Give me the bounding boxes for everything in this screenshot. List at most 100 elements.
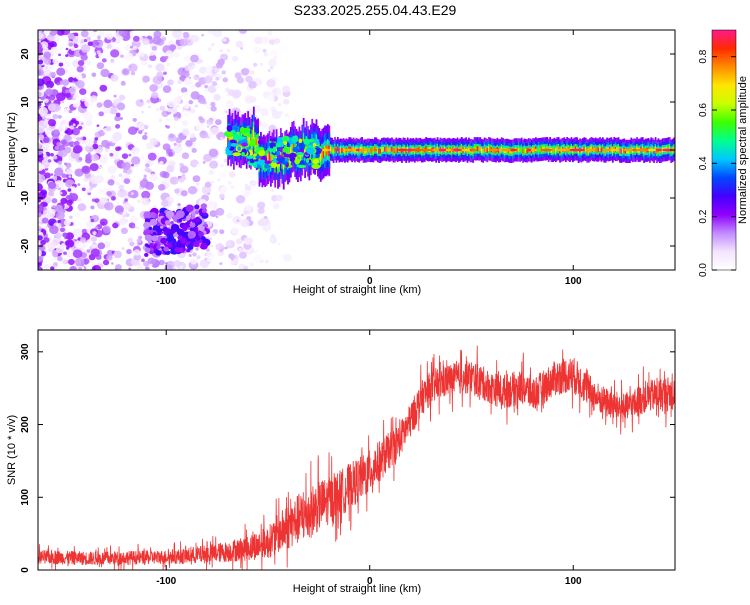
noise-blob <box>140 60 147 66</box>
cluster-blob <box>192 241 200 248</box>
noise-blob <box>75 73 83 80</box>
signal-blob <box>289 157 296 162</box>
signal-blob <box>297 164 307 169</box>
signal-blob <box>234 127 238 133</box>
noise-blob <box>158 184 166 191</box>
noise-blob <box>244 183 249 187</box>
noise-blob <box>104 201 114 211</box>
noise-blob <box>38 30 43 34</box>
signal-segment <box>660 148 663 154</box>
noise-blob <box>115 124 121 129</box>
noise-blob <box>73 140 80 147</box>
noise-blob <box>243 265 249 270</box>
noise-blob <box>84 138 94 147</box>
signal-blob <box>264 160 272 165</box>
noise-blob <box>43 98 49 103</box>
noise-blob <box>38 267 42 270</box>
noise-blob <box>116 201 120 205</box>
noise-blob <box>168 151 174 157</box>
signal-segment <box>621 148 624 154</box>
noise-blob <box>231 254 236 260</box>
noise-blob <box>198 66 207 74</box>
signal-segment <box>613 146 616 151</box>
noise-blob <box>115 181 120 186</box>
signal-segment <box>421 148 423 154</box>
signal-blob <box>276 154 282 159</box>
signal-blob <box>279 146 284 153</box>
noise-blob <box>56 142 61 147</box>
noise-blob <box>151 45 158 51</box>
cluster-blob <box>149 251 154 255</box>
noise-blob <box>68 42 74 47</box>
noise-blob <box>56 67 66 76</box>
signal-blob <box>294 158 301 165</box>
noise-blob <box>54 232 62 239</box>
noise-blob <box>62 79 70 86</box>
noise-blob <box>218 217 221 221</box>
noise-blob <box>122 169 128 174</box>
signal-segment <box>344 148 346 154</box>
signal-blob <box>276 157 285 162</box>
noise-blob <box>208 169 215 175</box>
noise-blob <box>236 219 240 222</box>
cluster-blob <box>194 204 200 210</box>
noise-blob <box>206 65 213 71</box>
signal-segment <box>566 146 569 151</box>
noise-blob <box>268 59 277 67</box>
noise-blob <box>260 36 270 45</box>
noise-blob <box>159 105 166 111</box>
noise-blob <box>46 56 51 61</box>
noise-blob <box>74 257 85 267</box>
noise-blob <box>63 162 68 166</box>
noise-blob <box>63 251 67 256</box>
signal-segment <box>475 146 477 152</box>
noise-blob <box>80 122 84 125</box>
noise-blob <box>219 193 225 199</box>
noise-blob <box>38 106 48 116</box>
noise-blob <box>66 199 73 206</box>
noise-blob <box>77 60 85 67</box>
noise-blob <box>68 87 77 95</box>
signal-segment <box>257 138 259 150</box>
signal-segment <box>479 146 482 152</box>
noise-blob <box>63 107 69 113</box>
noise-blob <box>239 251 247 259</box>
signal-blob <box>272 146 276 154</box>
signal-blob <box>281 135 291 142</box>
signal-segment <box>473 146 476 152</box>
noise-blob <box>113 250 122 259</box>
noise-blob <box>227 100 232 104</box>
noise-blob <box>54 180 64 189</box>
signal-peak <box>623 148 633 152</box>
cluster-blob <box>144 247 151 253</box>
noise-blob <box>204 84 209 89</box>
noise-blob <box>183 103 190 110</box>
noise-blob <box>130 71 136 76</box>
noise-blob <box>86 36 91 41</box>
signal-segment <box>385 147 388 153</box>
noise-blob <box>245 75 253 83</box>
signal-segment <box>231 133 234 144</box>
noise-blob <box>167 100 176 108</box>
noise-blob <box>271 87 282 97</box>
noise-blob <box>77 125 83 130</box>
noise-blob <box>133 35 140 42</box>
noise-blob <box>282 85 291 93</box>
noise-blob <box>119 36 124 41</box>
noise-blob <box>78 240 88 249</box>
noise-blob <box>131 156 141 165</box>
noise-blob <box>58 62 64 67</box>
noise-blob <box>149 54 157 62</box>
cluster-blob <box>172 225 178 231</box>
colorbar: 0.0 0.2 0.4 0.6 0.8 Normalized spectral ampl… <box>698 29 749 277</box>
noise-blob <box>123 52 134 61</box>
noise-blob <box>48 181 57 189</box>
cluster-blob <box>178 218 183 222</box>
noise-blob <box>129 30 135 36</box>
y-tick-label: 0 <box>20 147 31 153</box>
noise-blob <box>272 203 280 210</box>
signal-peak <box>438 148 446 152</box>
cluster-blob <box>143 211 152 219</box>
signal-segment <box>517 147 520 153</box>
signal-blob <box>305 147 315 155</box>
